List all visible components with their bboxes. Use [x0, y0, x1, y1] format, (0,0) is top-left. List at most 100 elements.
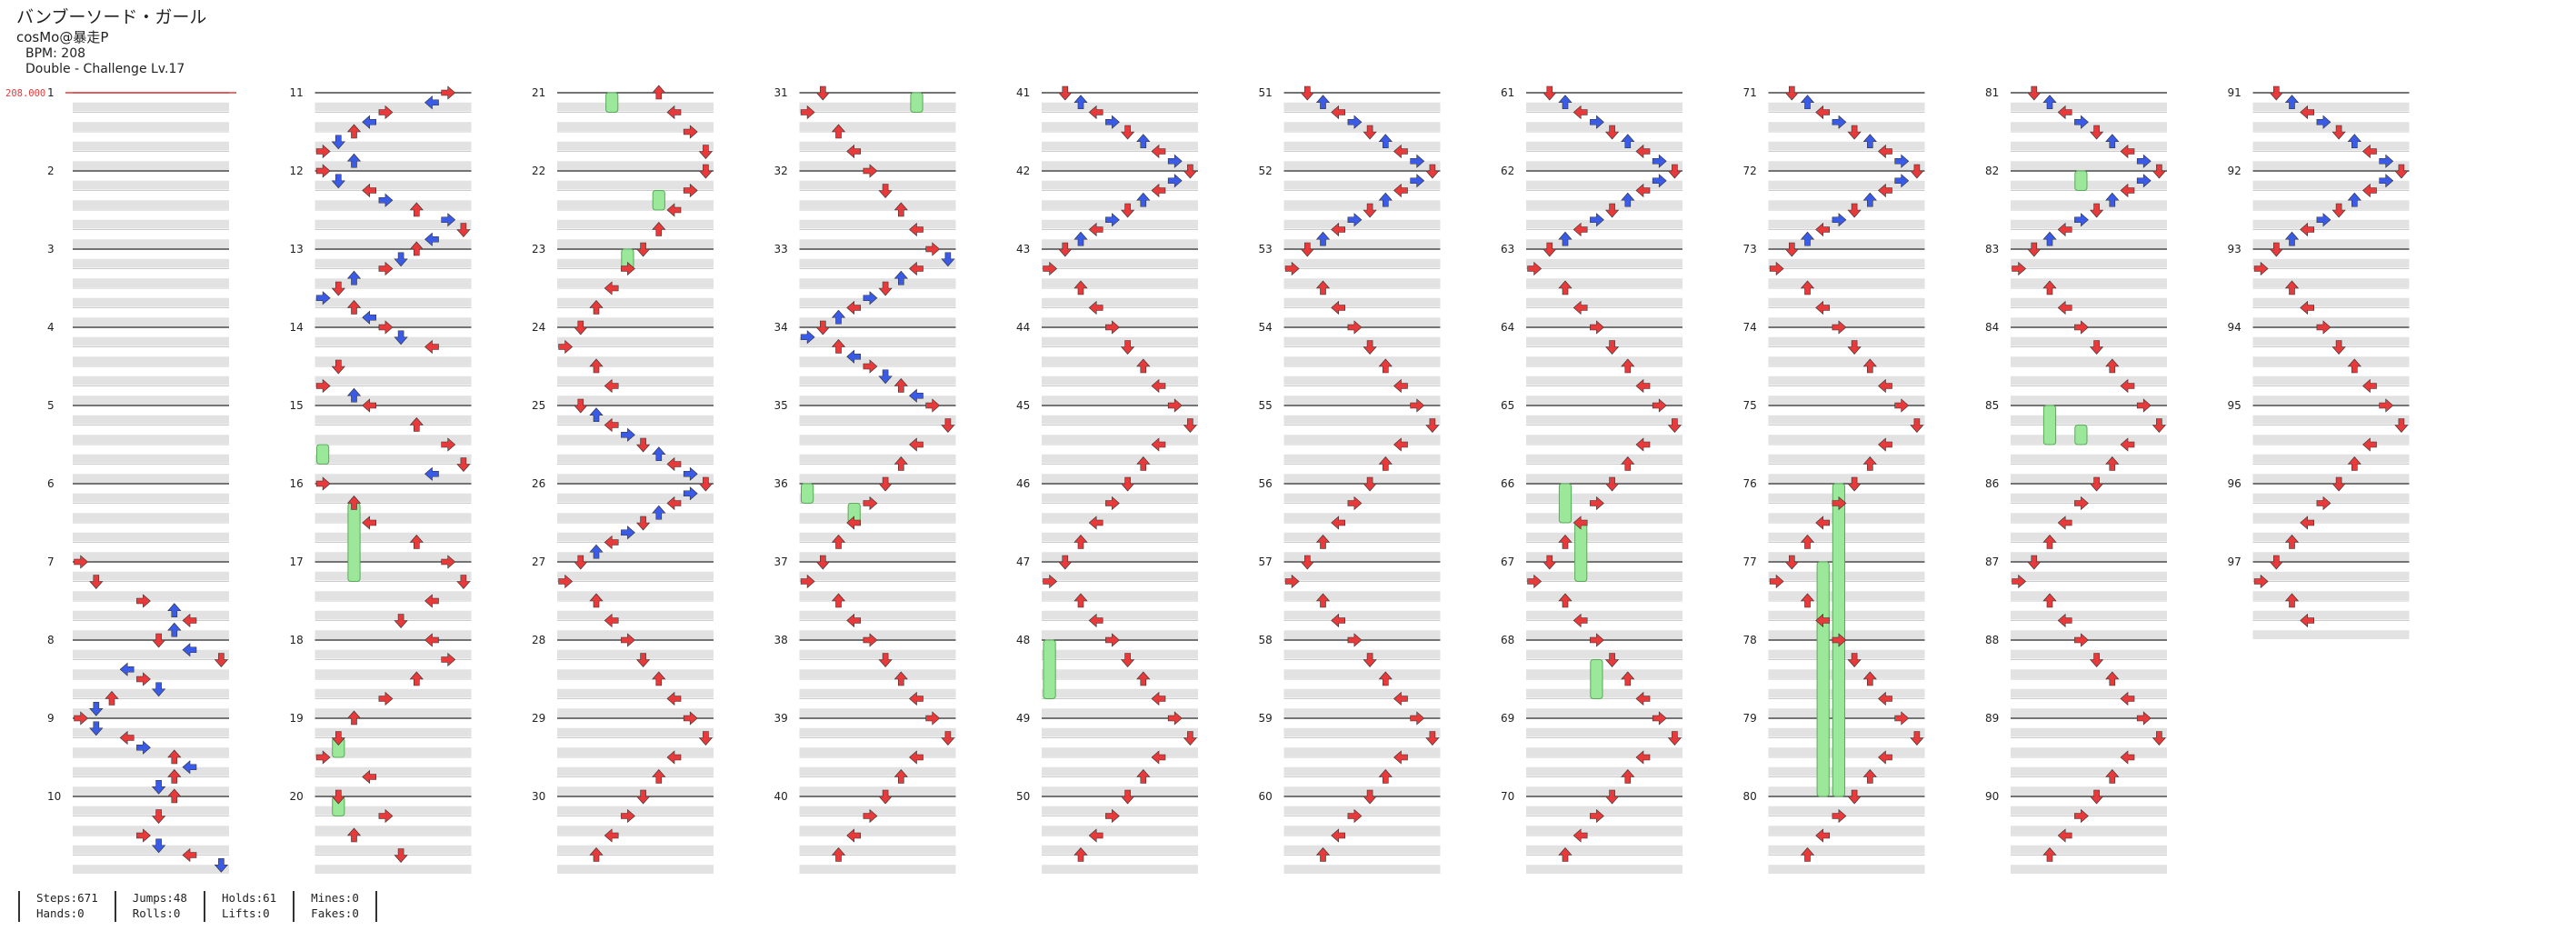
arrow-note — [1151, 144, 1166, 159]
beat-band — [799, 161, 956, 170]
arrow-note — [1183, 731, 1198, 746]
beat-band — [557, 297, 714, 307]
measure-number: 89 — [1985, 712, 1999, 725]
measure-number: 37 — [774, 556, 788, 568]
arrow-note — [424, 95, 439, 110]
arrow-note — [331, 135, 345, 150]
beat-band — [315, 826, 472, 835]
beat-band — [1526, 669, 1682, 678]
beat-band — [1526, 258, 1682, 268]
measure-number: 59 — [1259, 712, 1273, 725]
arrow-note — [589, 544, 604, 559]
arrow-note — [1847, 476, 1862, 492]
beat-band — [1283, 747, 1441, 756]
beat-band — [799, 454, 956, 464]
beat-band — [799, 747, 956, 756]
arrow-note — [2105, 769, 2120, 784]
beat-band — [1768, 688, 1925, 698]
arrow-note — [1058, 85, 1073, 101]
beat-band — [2252, 493, 2410, 503]
arrow-note — [362, 516, 377, 530]
beat-band — [73, 865, 229, 874]
measure-number: 50 — [1016, 790, 1030, 803]
arrow-note — [1590, 496, 1604, 511]
beat-band — [73, 356, 229, 365]
arrow-note — [894, 378, 908, 393]
beat-band — [1042, 258, 1198, 268]
arrow-note — [1621, 769, 1635, 784]
beat-band — [73, 258, 229, 268]
arrow-note — [1120, 789, 1135, 805]
beat-band — [2011, 688, 2167, 698]
stat-holds: Holds:61 — [221, 891, 277, 905]
arrow-note — [1847, 203, 1862, 218]
beat-band — [73, 375, 229, 385]
beat-band — [1768, 102, 1925, 112]
beat-band — [2011, 375, 2167, 385]
beat-band — [1283, 258, 1441, 268]
arrow-note — [315, 378, 331, 394]
arrow-note — [589, 407, 604, 423]
arrow-note — [1573, 613, 1588, 628]
arrow-note — [441, 85, 456, 100]
measure-number: 32 — [774, 165, 788, 177]
measure-number: 18 — [290, 634, 304, 646]
beat-band — [557, 630, 714, 639]
arrow-note — [2300, 222, 2314, 237]
arrow-note — [2074, 808, 2089, 824]
beat-band — [1526, 786, 1682, 796]
arrow-note — [441, 213, 456, 227]
arrow-note — [2269, 85, 2283, 101]
song-difficulty: Double - Challenge Lv.17 — [25, 62, 185, 76]
beat-band — [1283, 532, 1441, 542]
beat-band — [73, 786, 229, 796]
beat-band — [557, 122, 714, 131]
arrow-note — [2300, 613, 2314, 628]
beat-band — [1283, 845, 1441, 855]
arrow-note — [346, 153, 362, 168]
hold-body — [1574, 522, 1588, 582]
arrow-note — [2057, 613, 2072, 628]
arrow-note — [2152, 418, 2167, 433]
measure-number: 35 — [774, 399, 788, 412]
arrow-note — [2379, 154, 2394, 168]
arrow-note — [394, 614, 408, 628]
beat-band — [557, 865, 714, 874]
beat-band — [1042, 630, 1198, 639]
arrow-note — [378, 261, 394, 276]
measure-number: 47 — [1016, 556, 1030, 568]
beat-band — [315, 356, 472, 365]
beat-band — [2252, 278, 2410, 287]
arrow-note — [2269, 242, 2283, 257]
arrow-note — [2057, 300, 2072, 315]
beat-band — [1526, 747, 1682, 756]
beat-band — [1042, 375, 1198, 385]
measure-number: 90 — [1985, 790, 1999, 803]
beat-band — [799, 258, 956, 268]
arrow-note — [2074, 213, 2089, 227]
arrow-note — [909, 388, 924, 403]
song-header: バンブーソード・ガール cosMo@暴走P BPM: 208 Double - … — [16, 7, 206, 78]
beat-band — [557, 219, 714, 229]
measure-number: 62 — [1501, 165, 1514, 177]
beat-band — [315, 336, 472, 346]
measure-number: 80 — [1743, 790, 1757, 803]
beat-band — [315, 141, 472, 151]
beat-band — [315, 552, 472, 561]
arrow-note — [800, 105, 815, 120]
arrow-note — [1604, 789, 1620, 805]
beat-band — [557, 102, 714, 112]
beat-band — [557, 356, 714, 365]
arrow-note — [894, 270, 908, 285]
arrow-note — [1151, 183, 1166, 198]
arrow-note — [1573, 828, 1588, 843]
arrow-note — [2347, 192, 2361, 207]
arrow-note — [635, 242, 651, 257]
stat-rolls: Rolls:0 — [132, 906, 181, 920]
beat-band — [2011, 141, 2167, 151]
beat-band — [799, 141, 956, 151]
measure-number: 57 — [1259, 556, 1273, 568]
measure-number: 92 — [2228, 165, 2242, 177]
beat-band — [2011, 356, 2167, 365]
arrow-note — [1315, 231, 1331, 246]
